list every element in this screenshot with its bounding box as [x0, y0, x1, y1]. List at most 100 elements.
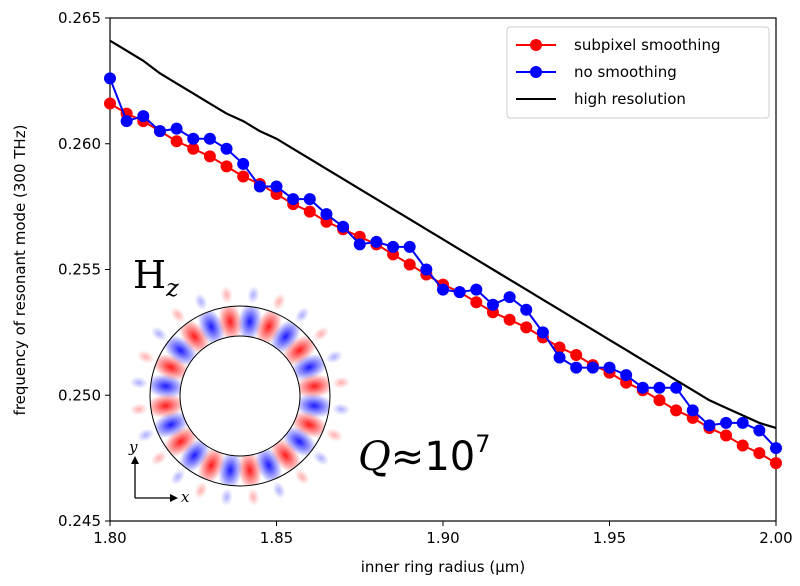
series-1-point-15 — [353, 238, 366, 251]
glow-lobe-6 — [332, 403, 351, 416]
evanescent-field-glow — [129, 285, 351, 507]
series-0-point-33 — [653, 394, 666, 407]
series-1-point-17 — [387, 240, 400, 253]
series-1-point-32 — [636, 381, 649, 394]
y-axis-ticks: 0.245 0.250 0.255 0.260 0.265 — [58, 9, 110, 530]
series-0-point-8 — [237, 170, 250, 183]
series-1-point-26 — [536, 326, 549, 339]
legend-label-2: high resolution — [574, 90, 686, 108]
glow-lobe-10 — [272, 481, 286, 499]
ring-lobe-23 — [218, 306, 243, 342]
ring-inner-boundary — [179, 335, 301, 457]
legend-box — [506, 26, 770, 119]
series-1-point-29 — [586, 361, 599, 374]
series-layer — [104, 39, 782, 470]
glow-lobe-16 — [137, 428, 155, 442]
glow-lobe-17 — [129, 403, 148, 416]
series-1-point-31 — [620, 369, 633, 382]
ring-lobe-16 — [151, 411, 190, 439]
x-axis-ticks: 1.80 1.85 1.90 1.95 2.00 — [93, 521, 793, 547]
series-1-point-27 — [553, 351, 566, 364]
x-tick-label-0: 1.80 — [93, 529, 126, 547]
series-0-point-12 — [303, 205, 316, 218]
series-line-2 — [109, 39, 777, 429]
series-1-point-21 — [453, 286, 466, 299]
series-1-point-25 — [520, 303, 533, 316]
ring-lobe-10 — [255, 446, 283, 485]
series-0-point-34 — [670, 404, 683, 417]
y-tick-label-3: 0.260 — [58, 135, 101, 153]
series-1-point-40 — [770, 442, 782, 455]
ring-field-lobes — [150, 306, 330, 486]
legend-marker-1 — [530, 66, 542, 78]
glow-lobe-5 — [332, 376, 351, 389]
glow-lobe-20 — [151, 326, 168, 342]
series-1-point-24 — [503, 291, 516, 304]
series-1-point-34 — [670, 381, 683, 394]
series-1-point-4 — [170, 122, 183, 135]
x-tick-label-4: 2.00 — [759, 529, 792, 547]
series-1-point-28 — [570, 361, 583, 374]
series-1-point-5 — [187, 132, 200, 145]
glow-lobe-23 — [220, 285, 233, 304]
series-1-point-14 — [337, 220, 350, 233]
legend: subpixel smoothing no smoothing high resol… — [506, 26, 770, 119]
series-1-point-6 — [203, 132, 216, 145]
glow-lobe-18 — [129, 376, 148, 389]
series-1-point-39 — [753, 424, 766, 437]
ring-lobe-11 — [237, 450, 262, 486]
y-tick-label-4: 0.265 — [58, 9, 101, 27]
legend-label-1: no smoothing — [574, 63, 677, 81]
y-axis-label: frequency of resonant mode (300 THz) — [11, 125, 29, 416]
series-0-point-0 — [104, 97, 116, 110]
glow-lobe-11 — [247, 488, 260, 507]
series-1-point-12 — [303, 193, 316, 206]
series-1-point-11 — [287, 193, 300, 206]
glow-lobe-4 — [325, 350, 343, 364]
x-tick-label-1: 1.85 — [260, 529, 293, 547]
series-0-point-5 — [187, 142, 200, 155]
inset-y-arrowhead — [131, 456, 139, 464]
inset-x-label: x — [181, 488, 190, 506]
series-1-point-18 — [403, 240, 416, 253]
series-0-point-25 — [520, 321, 533, 334]
glow-lobe-0 — [247, 285, 260, 304]
series-0-point-40 — [770, 457, 782, 470]
series-0-point-4 — [170, 135, 183, 148]
series-1-point-10 — [270, 180, 283, 193]
inset-x-arrowhead — [170, 494, 178, 502]
series-0-point-7 — [220, 160, 233, 173]
series-1-point-19 — [420, 263, 433, 276]
glow-lobe-12 — [220, 488, 233, 507]
y-tick-label-1: 0.250 — [58, 386, 101, 404]
series-1-point-7 — [220, 142, 233, 155]
ring-lobe-22 — [197, 307, 225, 346]
glow-lobe-3 — [312, 326, 329, 342]
series-1-point-30 — [603, 361, 616, 374]
x-tick-label-3: 1.95 — [593, 529, 626, 547]
glow-lobe-2 — [294, 307, 310, 324]
series-1-point-2 — [137, 110, 150, 123]
series-1-point-20 — [437, 283, 449, 296]
ring-outer-boundary — [149, 305, 331, 487]
series-0-point-22 — [470, 296, 483, 309]
glow-lobe-22 — [194, 293, 208, 311]
series-0-point-37 — [720, 429, 733, 442]
glow-lobe-1 — [272, 293, 286, 311]
series-0-point-28 — [570, 349, 583, 362]
series-0-point-38 — [736, 439, 749, 452]
series-0-point-39 — [753, 447, 766, 460]
glow-lobe-21 — [170, 307, 186, 324]
ring-lobe-17 — [150, 393, 186, 418]
series-1-point-37 — [720, 416, 733, 429]
x-tick-label-2: 1.90 — [426, 529, 459, 547]
glow-lobe-14 — [170, 468, 186, 485]
legend-marker-0 — [530, 39, 542, 51]
series-1-point-23 — [486, 298, 499, 311]
y-tick-label-2: 0.255 — [58, 261, 101, 279]
glow-lobe-8 — [312, 450, 329, 466]
series-1-point-35 — [686, 404, 699, 417]
series-1-point-36 — [703, 419, 716, 432]
legend-label-0: subpixel smoothing — [574, 36, 720, 54]
series-1-point-16 — [370, 235, 383, 248]
